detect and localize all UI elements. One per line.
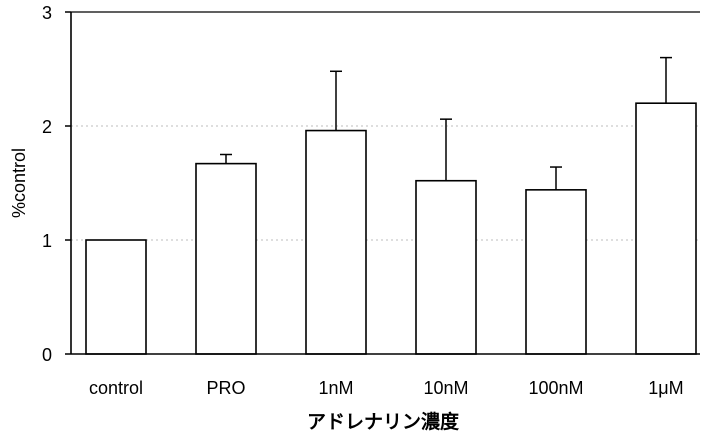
x-tick-label-3: 10nM — [423, 378, 468, 398]
error-bars — [220, 56, 672, 190]
bar-3 — [415, 179, 477, 355]
bars — [85, 102, 697, 355]
y-axis-title: %control — [9, 148, 29, 218]
x-tick-label-4: 100nM — [528, 378, 583, 398]
gridlines — [71, 11, 700, 241]
y-tick-label-3: 3 — [42, 3, 52, 23]
x-axis-title: アドレナリン濃度 — [307, 410, 460, 433]
bar-5 — [635, 102, 697, 355]
y-tick-labels: 0 1 2 3 — [42, 3, 52, 365]
y-tick-label-2: 2 — [42, 117, 52, 137]
x-tick-label-1: PRO — [206, 378, 245, 398]
x-tick-label-5: 1μM — [648, 378, 683, 398]
bar-1 — [195, 162, 257, 355]
y-tick-label-0: 0 — [42, 345, 52, 365]
y-tick-label-1: 1 — [42, 231, 52, 251]
bar-0 — [85, 239, 147, 355]
bar-4 — [525, 189, 587, 355]
axes — [65, 11, 700, 355]
x-tick-label-0: control — [89, 378, 143, 398]
x-tick-label-2: 1nM — [318, 378, 353, 398]
bar-2 — [305, 129, 367, 355]
x-tick-labels: control PRO 1nM 10nM 100nM 1μM — [89, 378, 684, 398]
